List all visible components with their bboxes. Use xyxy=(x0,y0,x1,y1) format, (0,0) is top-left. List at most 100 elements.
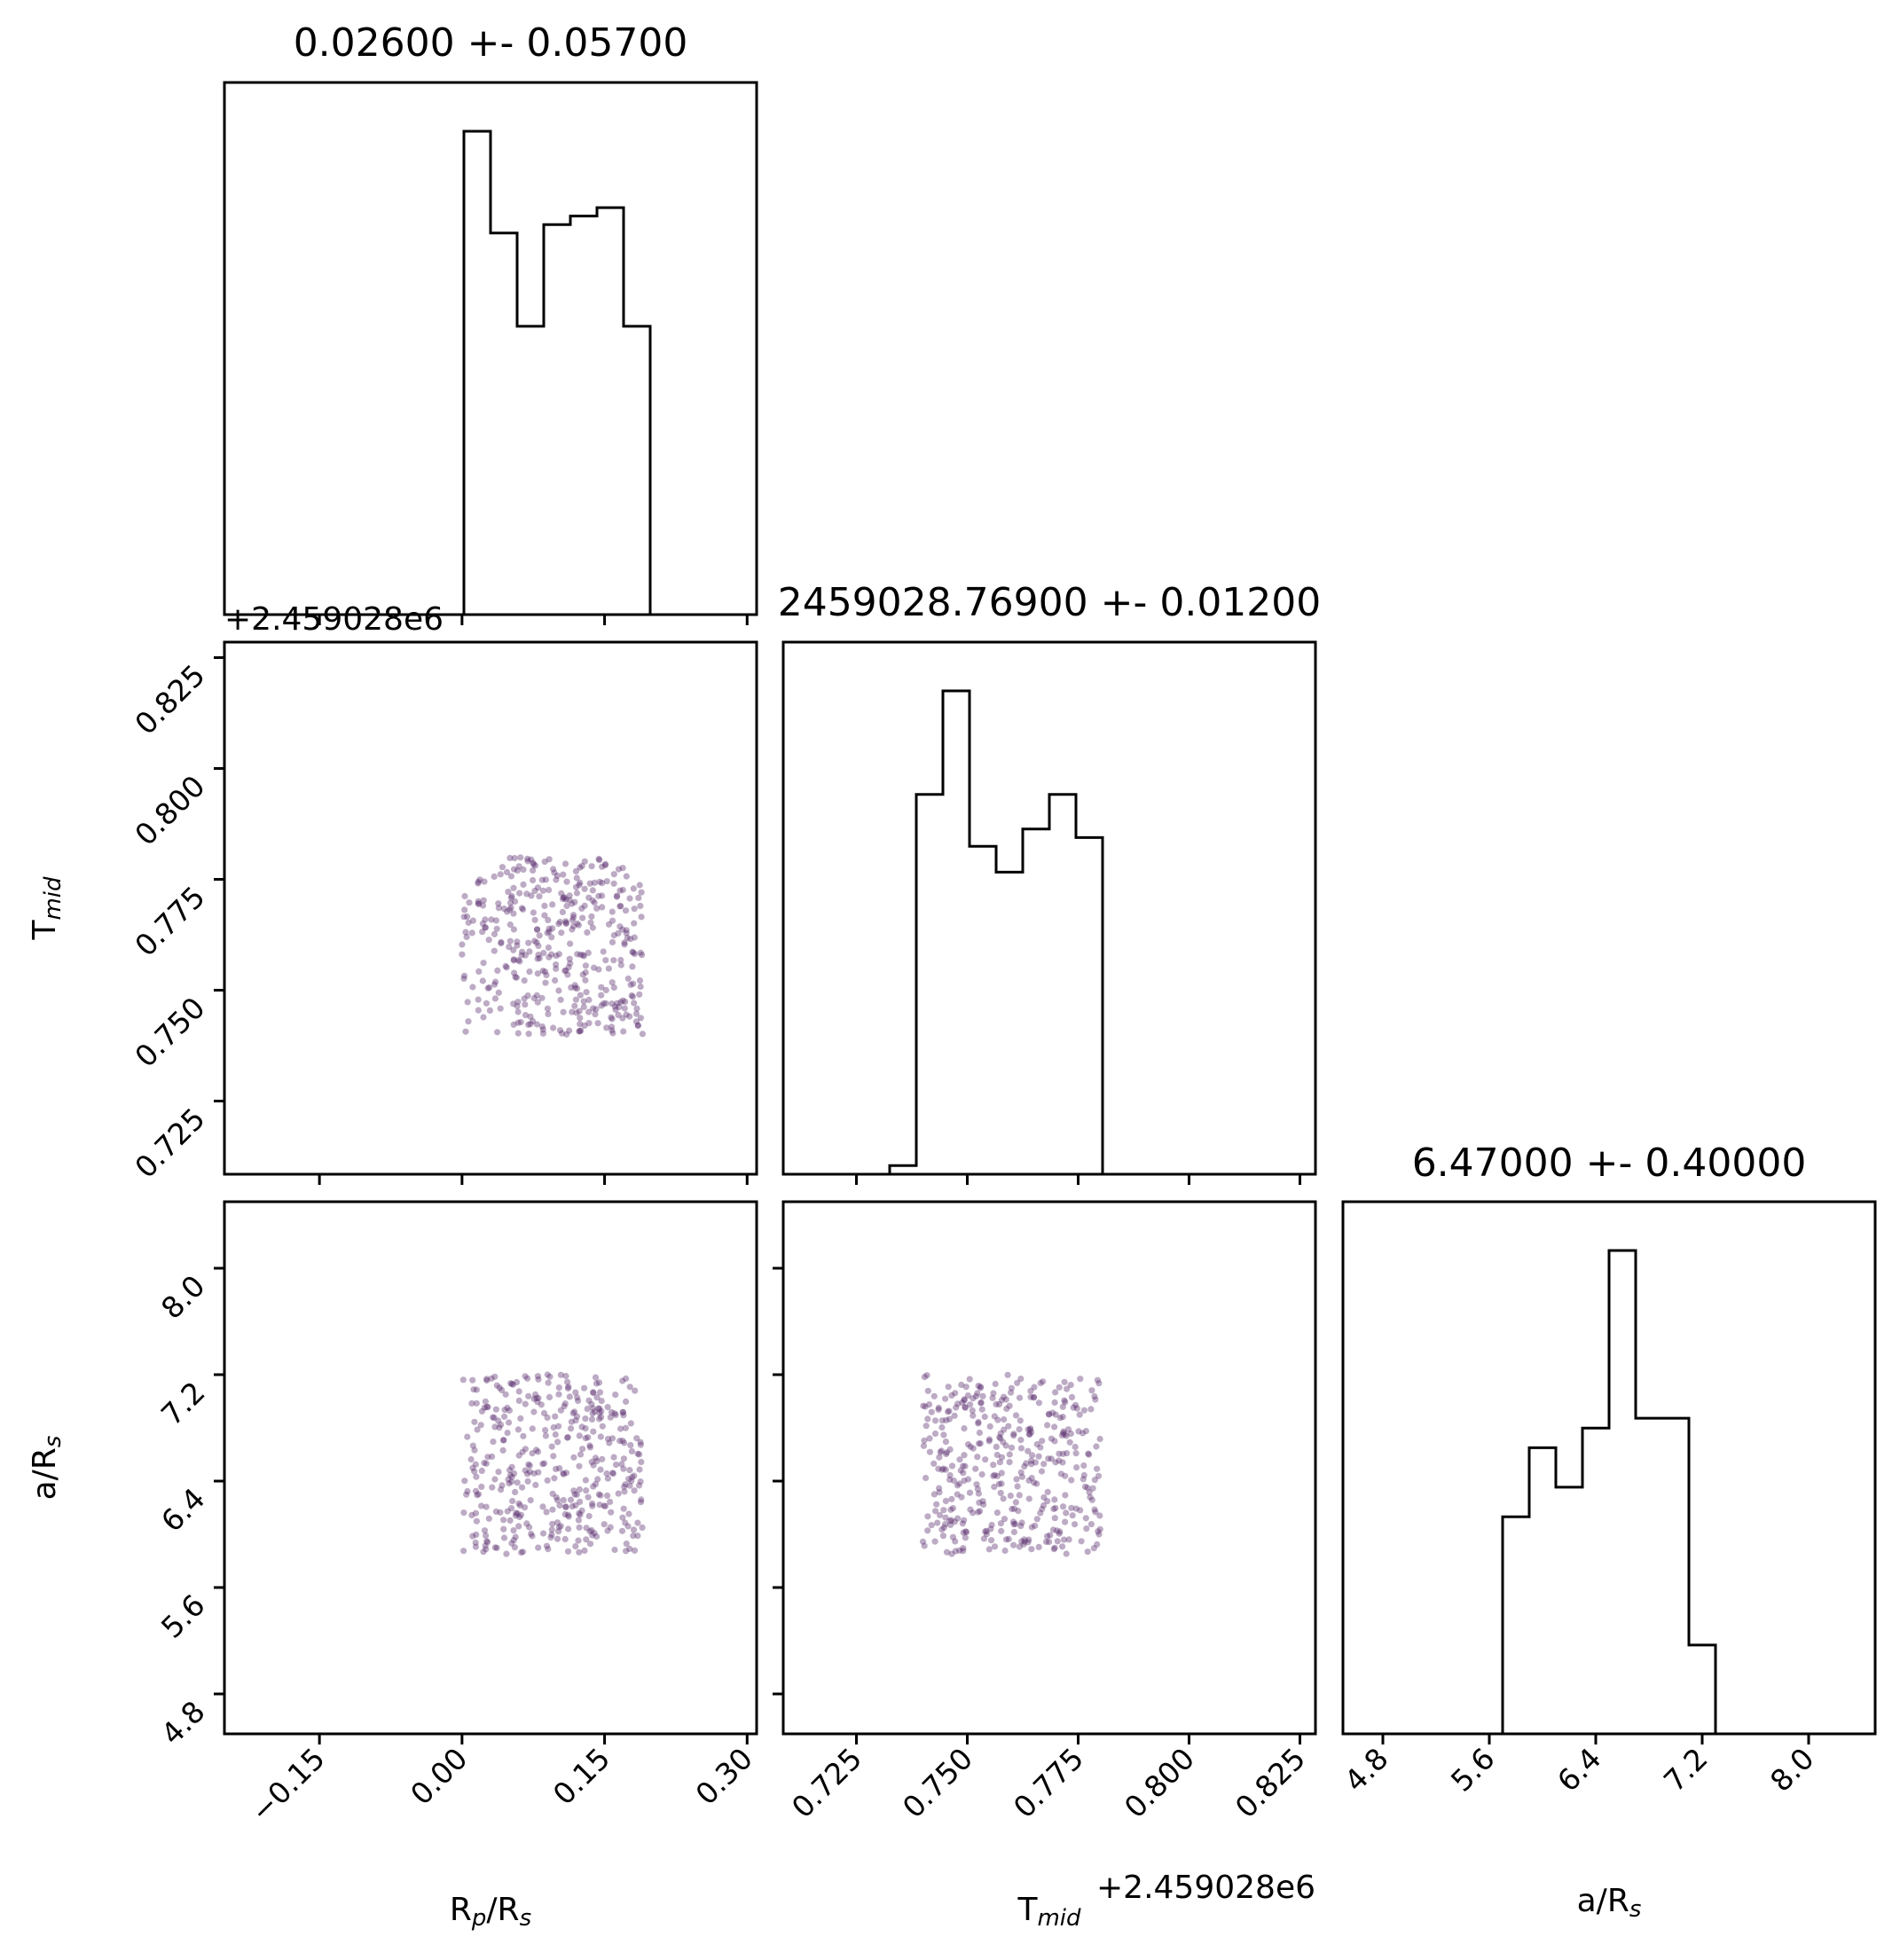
y-tick-label-tmid: 0.725 xyxy=(128,1102,211,1185)
scatter-point xyxy=(501,1413,508,1420)
scatter-point xyxy=(576,1509,583,1517)
scatter-point xyxy=(576,1548,583,1556)
scatter-point xyxy=(480,960,487,967)
scatter-point xyxy=(506,937,514,945)
scatter-point xyxy=(507,894,514,901)
scatter-point xyxy=(975,1418,982,1426)
scatter-point xyxy=(522,1400,529,1407)
scatter-point xyxy=(962,1384,970,1391)
scatter-point xyxy=(997,1430,1004,1437)
scatter-point xyxy=(578,862,585,870)
scatter-point xyxy=(493,925,500,932)
scatter-point xyxy=(1030,1393,1038,1400)
scatter-point xyxy=(943,1449,950,1456)
scatter-point xyxy=(506,1471,514,1479)
scatter-point xyxy=(570,1454,577,1461)
scatter-point xyxy=(541,1460,548,1467)
scatter-point xyxy=(468,1511,475,1518)
scatter-point xyxy=(481,1404,488,1411)
scatter-point xyxy=(498,940,505,947)
scatter-point xyxy=(998,1527,1005,1534)
scatter-point xyxy=(566,892,573,899)
scatter-point xyxy=(1014,1483,1021,1490)
scatter-point xyxy=(1014,1379,1021,1386)
scatter-point xyxy=(954,1515,962,1522)
scatter-point xyxy=(590,1389,597,1397)
scatter-point xyxy=(639,952,646,959)
scatter-point xyxy=(620,1412,627,1419)
scatter-point xyxy=(563,902,570,910)
scatter-point xyxy=(997,1435,1004,1442)
scatter-point xyxy=(972,1465,979,1472)
scatter-point xyxy=(1031,1479,1038,1486)
scatter-point xyxy=(490,1439,497,1446)
scatter-point xyxy=(1067,1430,1074,1438)
scatter-point xyxy=(1056,1528,1064,1535)
scatter-point xyxy=(622,1481,629,1488)
scatter-point xyxy=(1096,1512,1103,1519)
scatter-point xyxy=(501,1407,508,1414)
scatter-point xyxy=(626,1467,633,1474)
x-tick-label-tmid: 0.825 xyxy=(1229,1741,1312,1824)
scatter-point xyxy=(1001,1547,1009,1555)
y-tick-label-tmid: 0.775 xyxy=(128,880,211,963)
scatter-point xyxy=(462,1028,469,1035)
x-tick-label-rp: 0.00 xyxy=(404,1741,475,1812)
scatter-point xyxy=(506,944,513,951)
scatter-point xyxy=(530,1470,538,1477)
scatter-point xyxy=(637,983,644,991)
scatter-point xyxy=(511,855,518,862)
scatter-point xyxy=(1005,1535,1012,1542)
scatter-point xyxy=(526,1524,533,1531)
x-tick-label-tmid: 0.775 xyxy=(1007,1741,1090,1824)
scatter-point xyxy=(514,1426,522,1433)
scatter-point xyxy=(504,1508,511,1515)
scatter-point xyxy=(980,1501,987,1509)
scatter-point xyxy=(499,1386,506,1393)
scatter-point xyxy=(534,926,541,933)
scatter-point xyxy=(936,1485,943,1492)
scatter-point xyxy=(582,1415,589,1423)
scatter-point xyxy=(979,1392,986,1399)
scatter-point xyxy=(957,1467,964,1474)
scatter-point xyxy=(993,1472,1001,1479)
scatter-point xyxy=(1051,1423,1058,1431)
scatter-point xyxy=(615,929,622,937)
scatter-point xyxy=(515,1500,522,1507)
scatter-point xyxy=(1072,1521,1079,1528)
scatter-point xyxy=(946,1476,954,1483)
scatter-point xyxy=(588,1415,596,1423)
scatter-point xyxy=(556,918,564,926)
scatter-point xyxy=(616,1438,624,1445)
scatter-point xyxy=(569,1409,577,1416)
scatter-point xyxy=(510,1000,517,1007)
scatter-point xyxy=(995,1400,1003,1408)
scatter-point xyxy=(1018,1519,1025,1526)
scatter-point xyxy=(1062,1472,1069,1479)
scatter-point xyxy=(567,960,574,967)
scatter-point xyxy=(575,1397,582,1405)
scatter-point xyxy=(936,1489,943,1496)
scatter-point xyxy=(924,1513,931,1520)
scatter-point xyxy=(623,1548,630,1555)
scatter-point xyxy=(948,1392,955,1399)
scatter-point xyxy=(1049,1526,1057,1533)
y-tick-label-ars: 5.6 xyxy=(154,1588,212,1645)
scatter-point xyxy=(474,1492,481,1499)
scatter-point xyxy=(960,1545,967,1552)
scatter-point xyxy=(1091,1506,1098,1513)
scatter-point xyxy=(511,1544,519,1551)
scatter-point xyxy=(1017,1469,1025,1476)
scatter-point xyxy=(608,1014,615,1021)
y-tick-label-ars: 4.8 xyxy=(154,1694,212,1752)
scatter-point xyxy=(617,956,624,964)
scatter-point xyxy=(600,1000,608,1007)
scatter-point xyxy=(480,1548,487,1556)
x-tick-label-ars: 4.8 xyxy=(1338,1741,1395,1799)
scatter-point xyxy=(962,1462,969,1470)
scatter-point xyxy=(588,1458,595,1465)
scatter-point xyxy=(974,1486,981,1493)
scatter-point xyxy=(589,1405,597,1412)
scatter-point xyxy=(1009,1518,1017,1525)
scatter-point xyxy=(1039,1438,1046,1445)
